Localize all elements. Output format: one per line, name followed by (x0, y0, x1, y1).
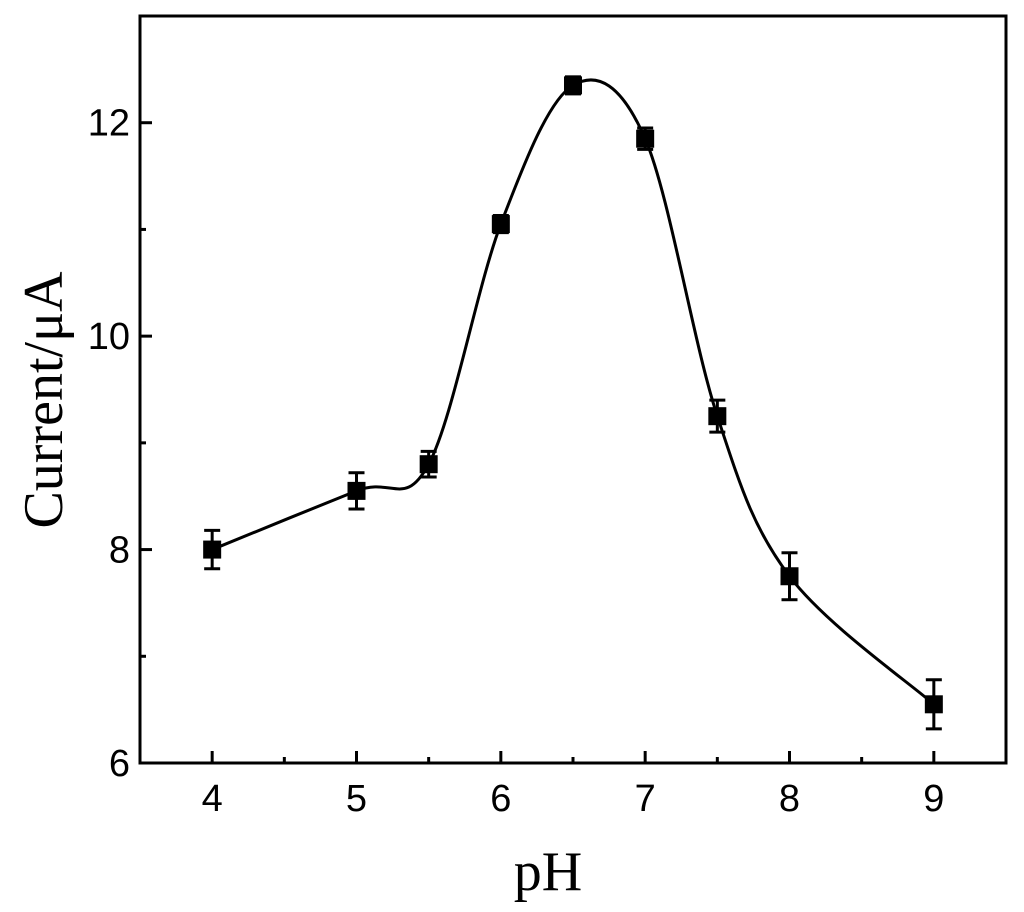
x-tick-label: 6 (490, 778, 511, 820)
plot-frame (138, 14, 1008, 765)
axis-tick-labels: 4 5 6 7 8 9 6 8 10 12 (88, 103, 945, 820)
marker-square (491, 215, 510, 234)
marker-square (347, 481, 366, 500)
data-point (419, 449, 438, 479)
data-point (780, 551, 799, 602)
data-point (203, 528, 222, 571)
data-points (203, 75, 943, 731)
data-point (491, 214, 510, 235)
marker-square (636, 129, 655, 148)
y-tick-label: 12 (88, 103, 130, 145)
x-tick-label: 5 (346, 778, 367, 820)
marker-square (708, 407, 727, 426)
marker-square (564, 76, 582, 95)
data-point (347, 471, 366, 511)
axis-ticks (140, 121, 936, 765)
data-point (636, 126, 655, 151)
marker-square (203, 540, 222, 559)
data-point (708, 398, 727, 434)
x-tick-label: 8 (779, 778, 800, 820)
marker-square (780, 567, 799, 586)
x-tick-label: 4 (202, 778, 223, 820)
y-tick-label: 8 (109, 530, 130, 572)
x-tick-label: 7 (635, 778, 656, 820)
data-point (924, 678, 943, 731)
smooth-fit-curve (211, 78, 935, 706)
y-axis-title: Current/μA (13, 271, 75, 529)
data-point (564, 75, 582, 96)
marker-square (419, 455, 438, 474)
y-tick-label: 10 (88, 316, 130, 358)
x-tick-label: 9 (923, 778, 944, 820)
y-tick-label: 6 (109, 743, 130, 785)
marker-square (924, 695, 943, 714)
x-axis-title: pH (514, 841, 582, 903)
